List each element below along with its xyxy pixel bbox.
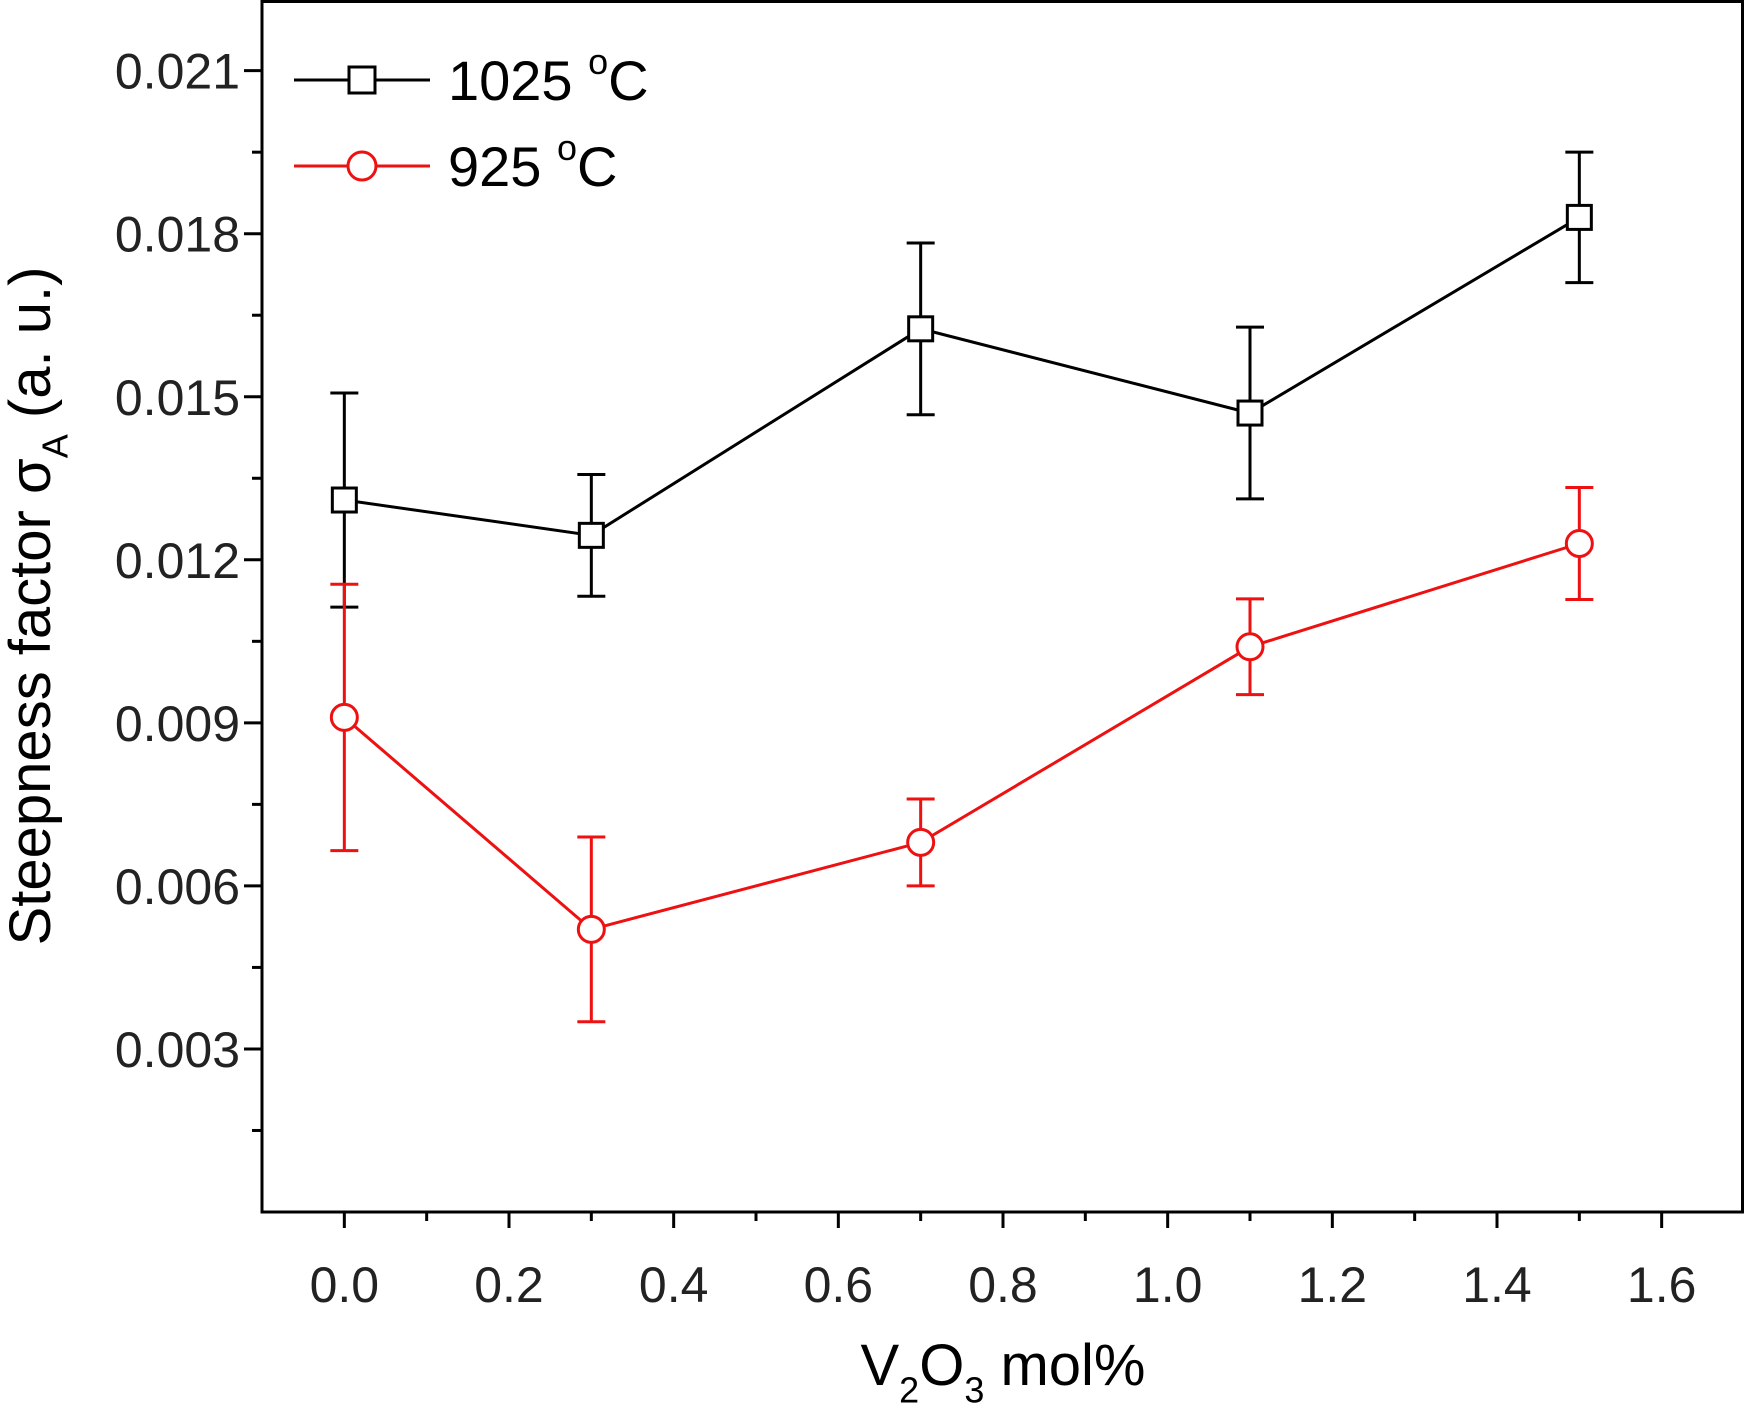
legend-label: 925 oC <box>448 127 617 198</box>
x-axis-label-part: 3 <box>964 1369 984 1410</box>
x-tick-label: 1.0 <box>1133 1257 1203 1313</box>
y-tick-label: 0.012 <box>115 533 240 589</box>
y-axis-label: Steepness factor σA (a. u.) <box>0 267 75 946</box>
y-tick-label: 0.018 <box>115 207 240 263</box>
series-high <box>330 150 1594 609</box>
y-tick-label: 0.003 <box>115 1022 240 1078</box>
data-point <box>1564 528 1594 558</box>
axis-labels: V2O3 mol% Steepness factor σA (a. u.) <box>0 267 1146 1410</box>
series-layer <box>329 150 1594 1024</box>
legend-entry: 925 oC <box>294 127 617 198</box>
data-point <box>1236 399 1264 427</box>
x-tick-label: 1.4 <box>1462 1257 1532 1313</box>
x-axis-label-part: V <box>860 1333 899 1398</box>
legend-label-main: 1025 <box>448 49 588 112</box>
data-point <box>329 702 359 732</box>
series-line <box>344 216 1581 537</box>
axis-ticks: 0.0 0.2 0.4 0.6 0.8 1.0 1.2 1.4 1.6 0.003 0.006 0.0… <box>115 44 1697 1313</box>
legend-marker <box>347 65 377 95</box>
x-axis-label-part: mol% <box>984 1333 1145 1398</box>
y-axis-label-part: (a. u.) <box>0 267 63 435</box>
legend-label-degree: o <box>588 41 608 82</box>
x-tick-label: 1.2 <box>1298 1257 1368 1313</box>
x-tick-label: 0.6 <box>804 1257 874 1313</box>
y-tick-label: 0.006 <box>115 859 240 915</box>
series-line <box>343 542 1580 932</box>
data-point <box>907 315 935 343</box>
legend-entry: 1025 oC <box>294 41 649 112</box>
data-point <box>1565 203 1593 231</box>
legend-label-unit: C <box>608 49 648 112</box>
legend-label-unit: C <box>577 135 617 198</box>
y-tick-label: 0.015 <box>115 370 240 426</box>
x-tick-label: 0.0 <box>310 1257 380 1313</box>
legend-label-degree: o <box>557 127 577 168</box>
x-tick-label: 0.4 <box>639 1257 709 1313</box>
x-axis-label: V2O3 mol% <box>860 1333 1145 1410</box>
series-low <box>329 486 1594 1024</box>
legend-marker <box>346 150 378 182</box>
legend-label-main: 925 <box>448 135 557 198</box>
x-tick-label: 1.6 <box>1627 1257 1697 1313</box>
x-axis-label-part: O <box>919 1333 964 1398</box>
data-point <box>1235 632 1265 662</box>
x-axis-label-part: 2 <box>899 1369 919 1410</box>
y-tick-label: 0.021 <box>115 44 240 100</box>
x-tick-label: 0.2 <box>474 1257 544 1313</box>
data-point <box>906 827 936 857</box>
plot-frame <box>260 0 1744 1214</box>
y-axis-label-part: A <box>34 434 75 458</box>
y-axis-label-part: Steepness factor σ <box>0 458 63 945</box>
data-point <box>576 914 606 944</box>
y-tick-label: 0.009 <box>115 696 240 752</box>
data-point <box>577 521 605 549</box>
legend-label: 1025 oC <box>448 41 649 112</box>
data-point <box>330 486 358 514</box>
x-tick-label: 0.8 <box>968 1257 1038 1313</box>
